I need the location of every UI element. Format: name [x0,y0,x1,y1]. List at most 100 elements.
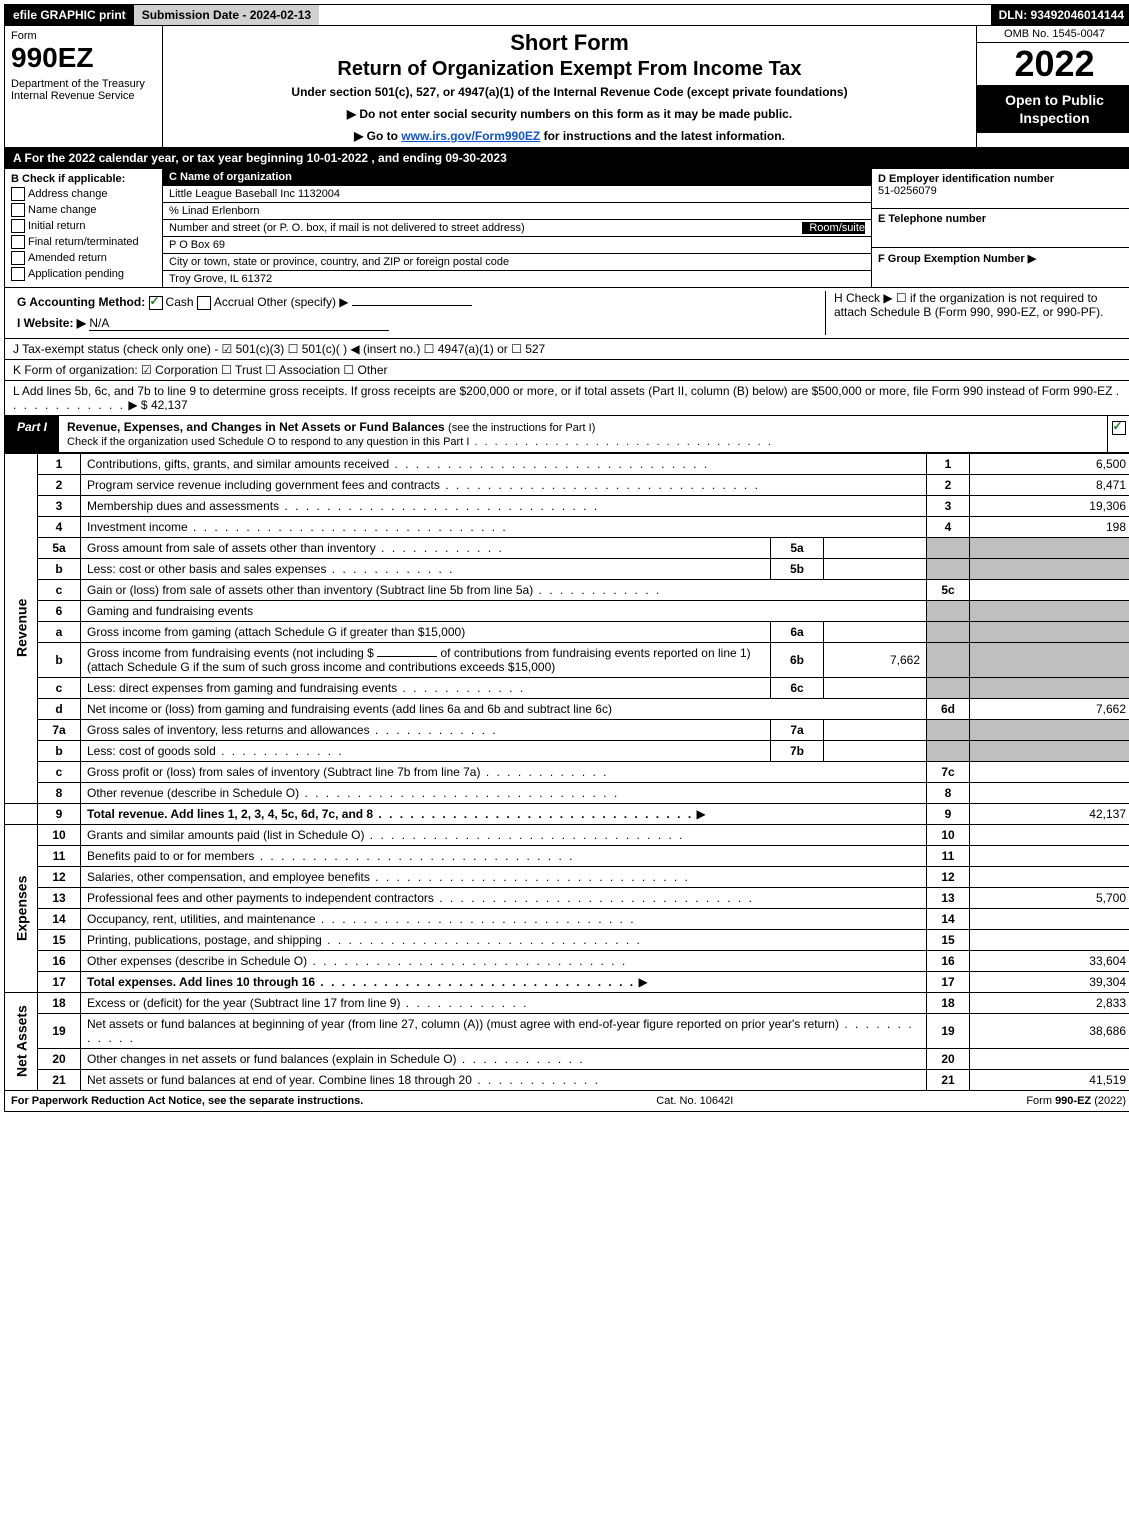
l2-nc: 2 [927,474,970,495]
l6c-sv [824,677,927,698]
box-b: B Check if applicable: Address change Na… [5,169,163,287]
l6b-d: Gross income from fundraising events (no… [81,642,771,677]
l12-v [970,866,1129,887]
l6a-sn: 6a [771,621,824,642]
l6b-shade2 [970,642,1129,677]
l6-shade2 [970,600,1129,621]
l1-d: Contributions, gifts, grants, and simila… [87,457,709,471]
l5b-shade [927,558,970,579]
check-app-pending[interactable]: Application pending [11,267,156,281]
l19-d: Net assets or fund balances at beginning… [87,1017,914,1045]
l7c-d: Gross profit or (loss) from sales of inv… [87,765,609,779]
l13-d: Professional fees and other payments to … [87,891,754,905]
l4-d: Investment income [87,520,508,534]
l5c-d: Gain or (loss) from sale of assets other… [87,583,661,597]
l5c-nc: 5c [927,579,970,600]
l5a-sv [824,537,927,558]
l-text: L Add lines 5b, 6c, and 7b to line 9 to … [13,384,1112,398]
box-def: D Employer identification number 51-0256… [871,169,1129,287]
omb-number: OMB No. 1545-0047 [977,26,1129,43]
l6-shade [927,600,970,621]
box-b-title: B Check if applicable: [11,173,125,185]
l18-nc: 18 [927,992,970,1013]
d-hdr: D Employer identification number [878,173,1126,185]
check-accrual[interactable] [197,296,211,310]
lbl-name: Name change [28,204,97,216]
l1-n: 1 [38,453,81,474]
l1-nc: 1 [927,453,970,474]
row-g: G Accounting Method: Cash Accrual Other … [13,291,825,335]
other-blank[interactable] [352,305,472,306]
form-header: Form 990EZ Department of the Treasury In… [4,26,1129,148]
check-initial-return[interactable]: Initial return [11,219,156,233]
box-c: C Name of organization Little League Bas… [163,169,871,287]
note2-pre: Go to [367,129,402,143]
note2-post: for instructions and the latest informat… [544,129,785,143]
under-section: Under section 501(c), 527, or 4947(a)(1)… [171,85,968,99]
l21-d: Net assets or fund balances at end of ye… [87,1073,600,1087]
check-name-change[interactable]: Name change [11,203,156,217]
room-hdr: Room/suite [802,222,865,234]
l16-d: Other expenses (describe in Schedule O) [87,954,627,968]
side-net-assets: Net Assets [5,992,38,1090]
l6d-v: 7,662 [970,698,1129,719]
l5b-d: Less: cost or other basis and sales expe… [87,562,454,576]
l16-v: 33,604 [970,950,1129,971]
l7b-sv [824,740,927,761]
l6c-shade2 [970,677,1129,698]
lines-table: Revenue 1 Contributions, gifts, grants, … [4,453,1129,1091]
l5b-sn: 5b [771,558,824,579]
l10-n: 10 [38,824,81,845]
tax-year: 2022 [977,43,1129,85]
l7b-n: b [38,740,81,761]
l19-v: 38,686 [970,1013,1129,1048]
l7a-n: 7a [38,719,81,740]
part1-checkbox[interactable] [1107,416,1129,452]
l19-n: 19 [38,1013,81,1048]
form-number: 990EZ [11,42,156,74]
check-cash[interactable] [149,296,163,310]
p1-title: Revenue, Expenses, and Changes in Net As… [67,420,445,434]
l15-v [970,929,1129,950]
check-final-return[interactable]: Final return/terminated [11,235,156,249]
l5a-shade2 [970,537,1129,558]
l10-nc: 10 [927,824,970,845]
l8-d: Other revenue (describe in Schedule O) [87,786,619,800]
form-id-block: Form 990EZ Department of the Treasury In… [5,26,163,147]
opt-accrual: Accrual [214,295,254,309]
e-hdr: E Telephone number [878,213,1126,225]
l13-n: 13 [38,887,81,908]
l7c-nc: 7c [927,761,970,782]
street-val: P O Box 69 [163,237,871,254]
open-inspection: Open to Public Inspection [977,85,1129,133]
l-val: 42,137 [151,398,188,412]
check-amended[interactable]: Amended return [11,251,156,265]
l7c-n: c [38,761,81,782]
dln: DLN: 93492046014144 [991,5,1129,25]
l7a-sn: 7a [771,719,824,740]
footer-left: For Paperwork Reduction Act Notice, see … [11,1095,363,1107]
street-hdr: Number and street (or P. O. box, if mail… [169,222,802,234]
dept: Department of the Treasury Internal Reve… [11,78,156,102]
l6-d: Gaming and fundraising events [81,600,927,621]
top-bar: efile GRAPHIC print Submission Date - 20… [4,4,1129,26]
check-address-change[interactable]: Address change [11,187,156,201]
note-ssn: Do not enter social security numbers on … [171,107,968,121]
form-word: Form [11,30,156,42]
l10-d: Grants and similar amounts paid (list in… [87,828,685,842]
l14-d: Occupancy, rent, utilities, and maintena… [87,912,636,926]
l15-d: Printing, publications, postage, and shi… [87,933,642,947]
l6a-shade2 [970,621,1129,642]
l5b-n: b [38,558,81,579]
l3-d: Membership dues and assessments [87,499,599,513]
care-of: % Linad Erlenborn [163,203,871,220]
irs-link[interactable]: www.irs.gov/Form990EZ [401,129,540,143]
l8-n: 8 [38,782,81,803]
l10-v [970,824,1129,845]
l9-d: Total revenue. Add lines 1, 2, 3, 4, 5c,… [87,807,693,821]
part1-title: Revenue, Expenses, and Changes in Net As… [59,416,1107,452]
row-k: K Form of organization: ☑ Corporation ☐ … [4,360,1129,381]
l7b-shade [927,740,970,761]
part1-header: Part I Revenue, Expenses, and Changes in… [4,416,1129,453]
l6b-shade [927,642,970,677]
